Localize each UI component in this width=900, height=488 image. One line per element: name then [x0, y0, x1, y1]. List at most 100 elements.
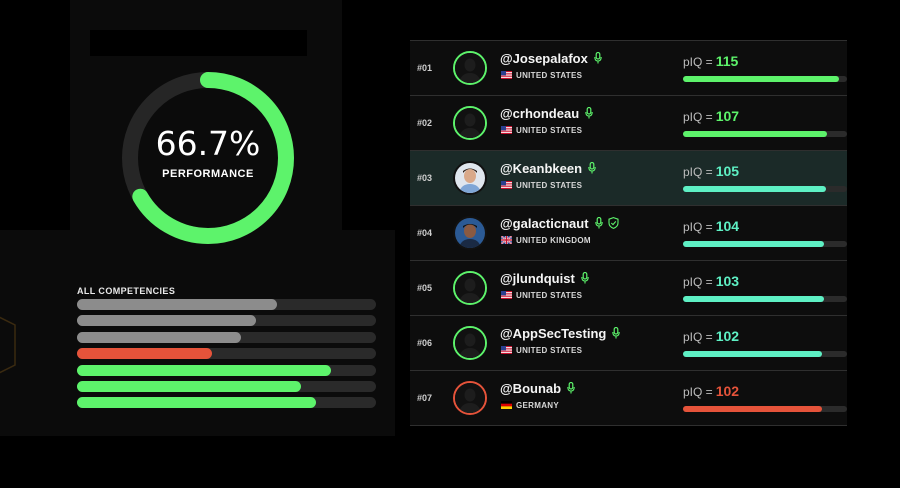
piq-bar-fill — [683, 76, 839, 82]
competency-bar — [77, 380, 376, 392]
leaderboard-row[interactable]: #04 @galacticnaut UNITED KINGDOM pIQ = 104 — [410, 205, 847, 260]
microphone-icon — [588, 162, 596, 174]
germany-flag-icon — [501, 401, 512, 409]
microphone-icon — [612, 327, 621, 339]
country-name: UNITED KINGDOM — [516, 236, 591, 245]
panel-header-strip — [90, 30, 307, 56]
country-name: UNITED STATES — [516, 181, 583, 190]
avatar[interactable] — [453, 51, 487, 85]
rank: #07 — [417, 393, 433, 403]
avatar[interactable] — [453, 271, 487, 305]
leaderboard-row[interactable]: #05 @jlundquist UNITED STATES pIQ = 103 — [410, 260, 847, 315]
performance-label: PERFORMANCE — [162, 168, 254, 180]
country: UNITED STATES — [501, 71, 582, 80]
user-silhouette-icon — [455, 108, 485, 138]
competency-bar-fill — [77, 397, 317, 409]
username-link[interactable]: @Keanbkeen — [500, 161, 583, 176]
microphone-icon — [594, 52, 602, 64]
avatar[interactable] — [453, 326, 487, 360]
microphone-icon — [567, 382, 575, 394]
username-link[interactable]: @Bounab — [500, 381, 562, 396]
rank: #06 — [417, 338, 433, 348]
user-silhouette-icon — [455, 383, 485, 413]
piq-label: pIQ = — [683, 275, 713, 289]
piq-bar — [683, 131, 847, 137]
username-line: @galacticnaut — [500, 216, 619, 231]
competency-bar-fill — [77, 331, 242, 343]
us-flag-icon — [501, 71, 512, 79]
username-link[interactable]: @jlundquist — [500, 271, 575, 286]
piq-bar — [683, 296, 847, 302]
user-silhouette-icon — [455, 53, 485, 83]
competency-bar — [77, 397, 376, 409]
piq-label: pIQ = — [683, 165, 713, 179]
country-name: UNITED STATES — [516, 291, 583, 300]
piq-value: 103 — [715, 273, 740, 289]
username-link[interactable]: @galacticnaut — [500, 216, 589, 231]
piq-bar-fill — [683, 131, 828, 137]
competency-bar-fill — [77, 348, 212, 360]
country: UNITED STATES — [501, 126, 582, 135]
competency-bar-fill — [77, 299, 278, 310]
rank: #02 — [417, 118, 433, 128]
username-line: @crhondeau — [500, 106, 593, 121]
competencies-title: ALL COMPETENCIES — [77, 286, 176, 296]
user-silhouette-icon — [455, 273, 485, 303]
leaderboard-row[interactable]: #02 @crhondeau UNITED STATES pIQ = 107 — [410, 95, 847, 150]
country-name: UNITED STATES — [516, 71, 583, 80]
avatar[interactable] — [453, 161, 487, 195]
competency-bar — [77, 331, 376, 343]
rank: #05 — [417, 283, 433, 293]
competency-bar — [77, 315, 376, 327]
username-line: @AppSecTesting — [500, 326, 621, 341]
competency-bar — [77, 348, 376, 360]
piq-bar — [683, 406, 847, 412]
piq-bar — [683, 241, 847, 247]
piq-score: pIQ = 115 — [683, 53, 738, 69]
piq-bar-fill — [683, 296, 825, 302]
piq-score: pIQ = 102 — [683, 328, 739, 344]
us-flag-icon — [501, 346, 512, 354]
competency-bar-fill — [77, 380, 302, 392]
country-name: UNITED STATES — [516, 346, 583, 355]
avatar[interactable] — [453, 381, 487, 415]
piq-score: pIQ = 104 — [683, 218, 739, 234]
performance-ring-graphic — [122, 72, 294, 244]
uk-flag-icon — [501, 236, 512, 244]
rank: #03 — [417, 173, 433, 183]
country: UNITED KINGDOM — [501, 236, 591, 245]
verified-shield-icon — [607, 217, 619, 229]
competency-bar — [77, 299, 376, 310]
piq-label: pIQ = — [683, 55, 713, 69]
us-flag-icon — [501, 291, 512, 299]
piq-value: 102 — [715, 383, 740, 399]
username-link[interactable]: @Josepalafox — [500, 51, 588, 66]
leaderboard-row[interactable]: #07 @Bounab GERMANY pIQ = 102 — [410, 370, 847, 426]
competency-bars — [77, 299, 376, 414]
piq-value: 115 — [715, 53, 739, 69]
performance-value: 66.7% — [155, 124, 261, 163]
username-link[interactable]: @AppSecTesting — [500, 326, 607, 341]
piq-bar-fill — [683, 186, 826, 192]
piq-value: 107 — [715, 108, 740, 124]
microphone-icon — [594, 217, 603, 229]
leaderboard-row[interactable]: #06 @AppSecTesting UNITED STATES pIQ = 102 — [410, 315, 847, 370]
piq-bar — [683, 351, 847, 357]
piq-label: pIQ = — [683, 330, 713, 344]
country: UNITED STATES — [501, 181, 582, 190]
us-flag-icon — [501, 126, 512, 134]
competency-bar-fill — [77, 315, 257, 327]
username-link[interactable]: @crhondeau — [500, 106, 580, 121]
piq-score: pIQ = 103 — [683, 273, 739, 289]
piq-bar-fill — [683, 406, 823, 412]
piq-score: pIQ = 102 — [683, 383, 739, 399]
rank: #01 — [417, 63, 433, 73]
piq-bar-fill — [683, 351, 823, 357]
avatar[interactable] — [453, 106, 487, 140]
username-line: @jlundquist — [500, 271, 589, 286]
user-photo-icon — [455, 163, 485, 193]
leaderboard: #01 @Josepalafox UNITED STATES pIQ = 115 #02 @… — [410, 40, 847, 426]
leaderboard-row[interactable]: #03 @Keanbkeen UNITED STATES pIQ = 105 — [410, 150, 847, 205]
avatar[interactable] — [453, 216, 487, 250]
leaderboard-row[interactable]: #01 @Josepalafox UNITED STATES pIQ = 115 — [410, 40, 847, 95]
